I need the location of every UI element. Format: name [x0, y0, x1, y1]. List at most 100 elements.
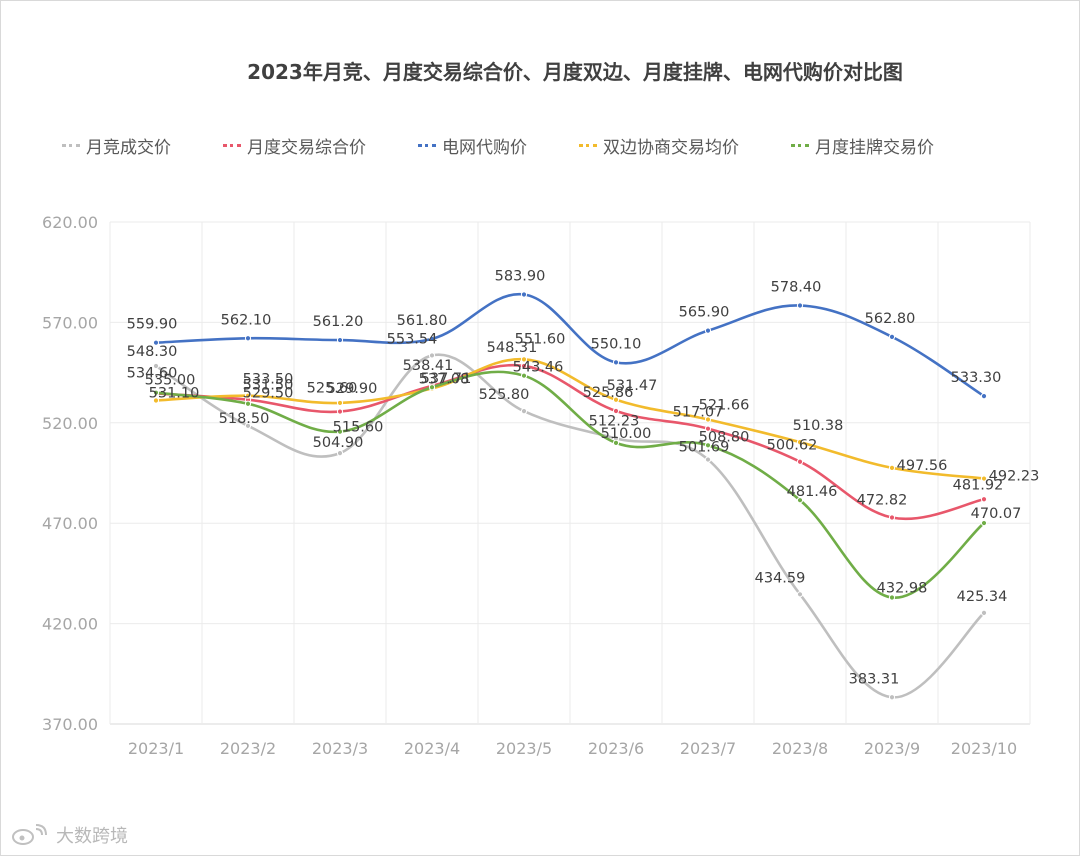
data-point — [796, 439, 804, 446]
x-tick-label: 2023/9 — [864, 739, 920, 758]
legend-swatch — [579, 143, 597, 147]
legend-swatch — [791, 143, 809, 147]
data-label: 561.20 — [313, 314, 364, 330]
x-tick-label: 2023/1 — [128, 739, 184, 758]
data-label: 531.50 — [243, 378, 294, 394]
data-point — [520, 291, 528, 298]
data-label: 533.30 — [951, 370, 1002, 386]
data-label: 543.46 — [513, 360, 564, 376]
data-label: 562.10 — [221, 312, 272, 328]
data-label: 538.41 — [403, 358, 454, 374]
legend-item-grid-purchase[interactable]: 电网代购价 — [418, 132, 527, 158]
data-label: 508.80 — [699, 429, 750, 445]
data-point — [888, 464, 896, 471]
legend-swatch — [62, 143, 80, 147]
x-tick-label: 2023/3 — [312, 739, 368, 758]
data-point — [980, 392, 988, 400]
data-label: 510.00 — [601, 426, 652, 442]
series-line — [154, 358, 986, 480]
data-label: 501.69 — [679, 440, 730, 456]
data-point — [520, 408, 528, 415]
data-label: 534.60 — [127, 365, 178, 381]
data-point — [980, 609, 988, 616]
data-label: 529.90 — [327, 381, 378, 397]
data-label: 500.62 — [767, 438, 818, 454]
data-label: 550.10 — [591, 336, 642, 352]
data-point — [336, 399, 344, 407]
data-point — [888, 333, 896, 340]
data-label: 525.80 — [479, 387, 530, 403]
data-label: 531.47 — [607, 378, 658, 394]
legend-item-bilateral[interactable]: 双边协商交易均价 — [579, 132, 739, 158]
data-label: 497.56 — [897, 458, 948, 474]
y-tick-label: 370.00 — [42, 715, 98, 734]
data-point — [980, 519, 988, 527]
legend: 月竞成交价 月度交易综合价 电网代购价 双边协商交易均价 月度挂牌交易价 — [62, 132, 986, 158]
data-point — [980, 475, 988, 482]
legend-label: 电网代购价 — [442, 137, 527, 158]
legend-item-monthly-bid[interactable]: 月竞成交价 — [62, 132, 171, 158]
data-label: 515.60 — [333, 420, 384, 436]
x-tick-label: 2023/8 — [772, 739, 828, 758]
data-label: 525.60 — [307, 381, 358, 397]
data-label: 537.71 — [421, 371, 472, 387]
y-tick-label: 470.00 — [42, 514, 98, 533]
data-label: 559.90 — [127, 317, 178, 333]
data-label: 492.23 — [989, 469, 1040, 485]
y-tick-label: 420.00 — [42, 615, 98, 634]
data-label: 470.07 — [971, 506, 1022, 522]
legend-item-monthly-composite[interactable]: 月度交易综合价 — [223, 132, 366, 158]
data-point — [612, 439, 620, 446]
data-point — [152, 339, 160, 346]
data-label: 533.50 — [243, 372, 294, 388]
data-label: 578.40 — [771, 280, 822, 296]
data-label: 521.66 — [699, 397, 750, 413]
data-label: 481.92 — [953, 477, 1004, 493]
data-label: 548.30 — [127, 344, 178, 360]
x-tick-label: 2023/7 — [680, 739, 736, 758]
data-label: 510.38 — [793, 418, 844, 434]
data-point — [520, 356, 528, 363]
data-label: 562.80 — [865, 311, 916, 327]
data-point — [612, 396, 620, 403]
data-point — [336, 428, 344, 435]
y-tick-label: 520.00 — [42, 414, 98, 433]
data-point — [888, 514, 896, 521]
data-point — [612, 359, 620, 366]
data-label: 525.86 — [583, 385, 634, 401]
data-label: 425.34 — [957, 589, 1008, 605]
data-label: 518.50 — [219, 411, 270, 427]
data-label: 481.46 — [787, 484, 838, 500]
watermark-text: 大数跨境 — [56, 826, 128, 847]
weibo-logo-icon — [12, 824, 47, 845]
series-line — [154, 363, 986, 521]
legend-label: 月度挂牌交易价 — [815, 137, 934, 158]
data-label: 517.07 — [673, 405, 724, 421]
data-point — [704, 416, 712, 423]
data-point — [152, 362, 160, 370]
data-point — [796, 497, 804, 504]
data-point — [796, 458, 804, 465]
data-point — [152, 397, 160, 404]
data-point — [244, 422, 252, 429]
data-point — [520, 372, 528, 379]
data-point — [244, 392, 252, 399]
data-point — [704, 425, 712, 432]
data-point — [980, 496, 988, 503]
series-line — [154, 353, 986, 699]
data-point — [888, 594, 896, 601]
data-label: 535.00 — [145, 373, 196, 389]
data-label: 583.90 — [495, 268, 546, 284]
legend-swatch — [223, 143, 241, 147]
data-point — [520, 362, 528, 370]
data-label: 512.23 — [589, 413, 640, 429]
legend-item-listing[interactable]: 月度挂牌交易价 — [791, 132, 934, 158]
data-point — [888, 694, 896, 701]
data-label: 553.54 — [387, 331, 438, 347]
data-point — [704, 327, 712, 334]
data-point — [336, 408, 344, 415]
data-label: 565.90 — [679, 305, 730, 321]
data-point — [428, 384, 436, 391]
data-label: 551.60 — [515, 331, 566, 347]
